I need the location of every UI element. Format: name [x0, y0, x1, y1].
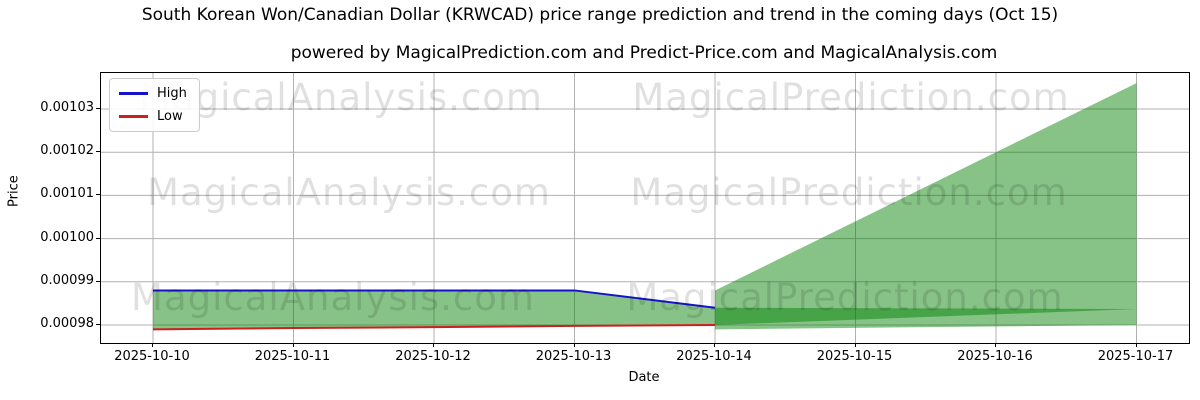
y-tick-label: 0.00098	[40, 316, 94, 331]
prediction-trend-band-band	[715, 307, 1137, 325]
plot-area: MagicalAnalysis.com MagicalPrediction.co…	[100, 72, 1190, 344]
x-tickmark	[995, 343, 996, 347]
x-tick-label: 2025-10-17	[1097, 349, 1174, 364]
low-line	[152, 324, 716, 331]
chart-canvas	[101, 73, 1189, 343]
y-tick-label: 0.00101	[40, 186, 94, 202]
y-tickmark	[96, 280, 100, 282]
y-tick-label: 0.00102	[40, 143, 94, 159]
x-tick-label: 2025-10-13	[535, 349, 612, 364]
y-tickmark	[96, 194, 100, 196]
high-line-swatch-icon	[119, 92, 148, 95]
y-tick-label: 0.00099	[40, 272, 94, 288]
legend-item-high: High	[119, 86, 187, 101]
x-tick-label: 2025-10-15	[816, 349, 893, 364]
x-tickmark	[152, 343, 153, 347]
x-tickmark	[433, 343, 434, 347]
legend-item-low: Low	[119, 109, 187, 124]
legend-label-high: High	[157, 86, 187, 101]
x-tick-label: 2025-10-11	[254, 349, 331, 364]
x-tickmark	[1135, 343, 1137, 347]
y-tickmark	[96, 151, 100, 153]
x-tickmark	[854, 343, 856, 347]
x-tick-label: 2025-10-14	[676, 349, 752, 364]
x-axis-label: Date	[628, 370, 660, 385]
powered-by-subtitle: powered by MagicalPrediction.com and Pre…	[290, 43, 998, 63]
x-tickmark	[292, 343, 294, 347]
legend-label-low: Low	[157, 109, 183, 124]
y-tick-label: 0.00103	[40, 100, 94, 115]
x-tick-label: 2025-10-10	[114, 349, 190, 364]
legend: High Low	[109, 78, 200, 132]
x-tick-label: 2025-10-12	[395, 349, 471, 364]
y-tickmark	[96, 324, 100, 325]
y-axis-label: Price	[6, 175, 22, 207]
y-tick-label: 0.00100	[40, 229, 94, 245]
x-tickmark	[714, 343, 715, 347]
y-tickmark	[96, 108, 100, 109]
figure-title: South Korean Won/Canadian Dollar (KRWCAD…	[141, 5, 1059, 25]
x-tick-label: 2025-10-16	[957, 349, 1033, 364]
low-line-swatch-icon	[119, 115, 148, 118]
x-tickmark	[573, 343, 575, 347]
y-tickmark	[96, 237, 100, 239]
prediction-range-fan-band	[715, 83, 1137, 330]
high-line	[153, 289, 716, 309]
historical-high-low-range-band	[153, 290, 715, 330]
